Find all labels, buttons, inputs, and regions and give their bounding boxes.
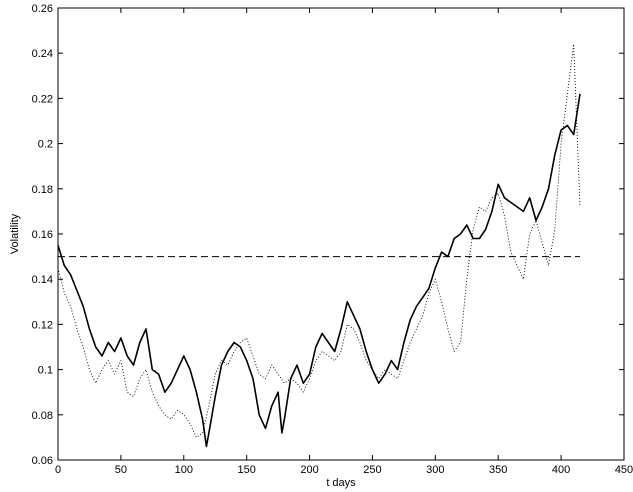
x-axis-label: t days [326,477,356,489]
x-tick-label: 150 [237,464,255,476]
y-axis-label: Volatility [9,213,21,254]
x-tick-label: 450 [615,464,633,476]
x-tick-label: 250 [363,464,381,476]
plot-frame [57,7,625,461]
y-tick-label: 0.1 [38,365,53,377]
y-tick-label: 0.06 [32,455,53,467]
x-tick-label: 350 [489,464,507,476]
series-line-1 [57,93,581,448]
plot-background [58,8,624,460]
y-tick-label: 0.08 [32,410,53,422]
y-tick-label: 0.2 [38,139,53,151]
y-tick-label: 0.14 [32,274,53,286]
x-tick-label: 400 [552,464,570,476]
ticks-layer: 0 50 100 150 200 250 300 350 400 450 0.06 0.08 0.1 0.… [32,3,633,476]
x-tick-label: 300 [426,464,444,476]
y-tick-label: 0.12 [32,319,53,331]
series-layer [57,43,581,448]
x-tick-label: 200 [300,464,318,476]
y-tick-label: 0.22 [32,93,53,105]
y-tick-label: 0.18 [32,184,53,196]
y-tick-label: 0.24 [32,48,53,60]
x-tick-label: 100 [175,464,193,476]
x-tick-label: 0 [55,464,61,476]
x-tick-label: 50 [115,464,127,476]
y-tick-label: 0.26 [32,3,53,15]
y-tick-label: 0.16 [32,229,53,241]
